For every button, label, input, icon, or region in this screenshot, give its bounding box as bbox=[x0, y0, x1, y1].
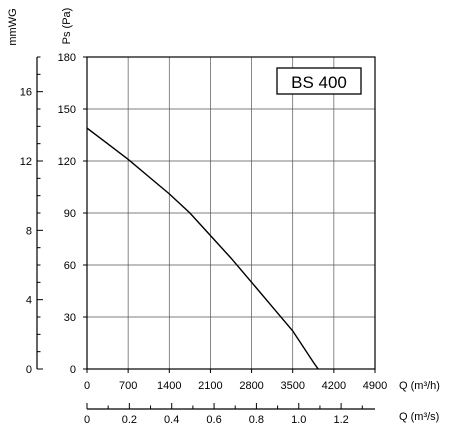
y2-tick-label: 4 bbox=[26, 295, 32, 307]
x-tick-label: 4200 bbox=[322, 380, 346, 392]
y-tick-label: 180 bbox=[58, 52, 76, 64]
y2-tick-label: 16 bbox=[20, 87, 32, 99]
x-axis-label: Q (m³/h) bbox=[399, 380, 440, 392]
x-tick-label: 0 bbox=[84, 380, 90, 392]
y2-axis: 0 4 8 12 16 bbox=[20, 56, 43, 376]
title-box: BS 400 bbox=[276, 67, 362, 95]
y-tick-label: 150 bbox=[58, 104, 76, 116]
x2-tick-label: 0 bbox=[84, 414, 90, 426]
y-axis-label: Ps (Pa) bbox=[61, 8, 73, 45]
title-frame bbox=[276, 67, 362, 95]
y2-tick-label: 0 bbox=[26, 364, 32, 376]
x2-tick-label: 0.6 bbox=[206, 414, 221, 426]
x2-tick-label: 0.2 bbox=[122, 414, 137, 426]
x-tick-label: 3500 bbox=[280, 380, 304, 392]
x2-tick-label: 0.8 bbox=[249, 414, 264, 426]
curves bbox=[87, 127, 319, 369]
y-tick-label: 120 bbox=[58, 156, 76, 168]
y-tick-label: 0 bbox=[70, 364, 76, 376]
x-tick-label: 1400 bbox=[157, 380, 181, 392]
x-ticks: 0 700 1400 2100 2800 3500 4200 4900 bbox=[84, 369, 387, 392]
x2-tick-label: 0.4 bbox=[164, 414, 179, 426]
chart-title: BS 400 bbox=[291, 73, 347, 92]
grid bbox=[87, 57, 375, 369]
x2-tick-label: 1.2 bbox=[333, 414, 348, 426]
performance-curve bbox=[87, 127, 319, 369]
y-tick-label: 90 bbox=[64, 208, 76, 220]
y-tick-label: 30 bbox=[64, 312, 76, 324]
x-tick-label: 2800 bbox=[239, 380, 263, 392]
x-tick-label: 2100 bbox=[198, 380, 222, 392]
x-tick-label: 4900 bbox=[363, 380, 387, 392]
y2-tick-label: 8 bbox=[26, 225, 32, 237]
x-tick-label: 700 bbox=[119, 380, 137, 392]
y-tick-label: 60 bbox=[64, 260, 76, 272]
x2-axis: 0 0.2 0.4 0.6 0.8 1.0 1.2 bbox=[84, 403, 375, 426]
y2-axis-label: mmWG bbox=[7, 8, 19, 45]
y2-tick-label: 12 bbox=[20, 156, 32, 168]
y-ticks: 0 30 60 90 120 150 180 bbox=[58, 52, 87, 376]
x2-axis-label: Q (m³/s) bbox=[399, 411, 439, 423]
x2-tick-label: 1.0 bbox=[291, 414, 306, 426]
